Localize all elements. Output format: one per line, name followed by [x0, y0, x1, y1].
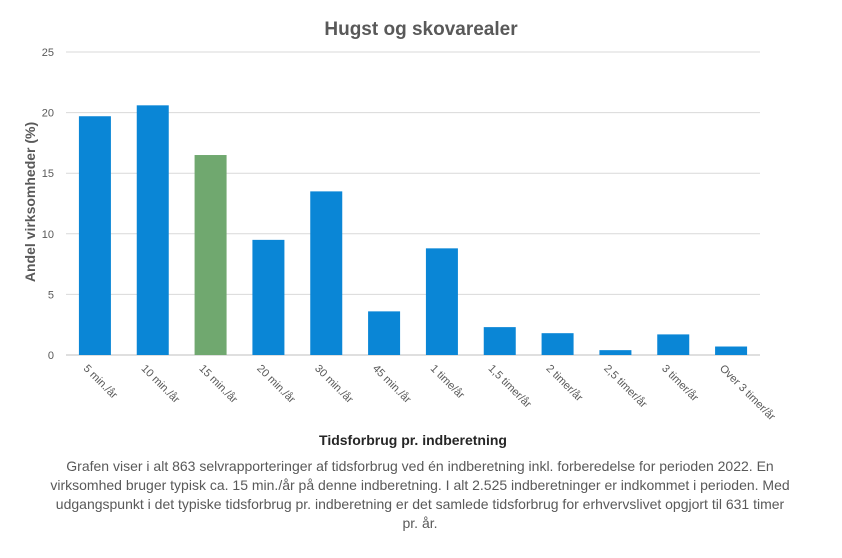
y-tick-label: 0	[48, 350, 54, 362]
y-tick-label: 20	[42, 108, 54, 120]
chart-caption: Grafen viser i alt 863 selvrapporteringe…	[50, 458, 790, 531]
x-tick-label: 1,5 timer/år	[486, 363, 534, 411]
bar	[136, 105, 169, 355]
x-axis-label: Tidsforbrug pr. indberetning	[319, 432, 507, 448]
bar	[194, 155, 227, 355]
x-axis-ticks: 5 min./år 10 min./år 15 min./år 20 min./år 3…	[81, 363, 778, 424]
x-tick-label: 5 min./år	[81, 363, 120, 402]
bar	[425, 248, 458, 355]
x-tick-label: 1 time/år	[428, 363, 467, 402]
bar	[483, 327, 516, 355]
y-tick-label: 5	[48, 289, 54, 301]
bar	[715, 346, 748, 355]
bar	[599, 350, 632, 355]
bars	[78, 105, 748, 356]
x-tick-label: 15 min./år	[196, 363, 239, 406]
bar	[657, 334, 690, 355]
bar	[541, 333, 574, 355]
y-axis-label: Andel virksomheder (%)	[22, 122, 38, 282]
x-tick-label: 45 min./år	[370, 363, 413, 406]
chart-title: Hugst og skovarealer	[324, 19, 518, 40]
bar	[368, 311, 401, 355]
x-tick-label: 20 min./år	[254, 363, 297, 406]
x-tick-label: Over 3 timer/år	[717, 363, 778, 424]
x-tick-label: 2,5 timer/år	[601, 363, 649, 411]
gridlines	[66, 51, 760, 356]
bar	[252, 239, 285, 355]
bar	[310, 191, 343, 355]
y-tick-label: 15	[42, 168, 54, 180]
y-tick-label: 10	[42, 229, 54, 241]
x-tick-label: 2 timer/år	[543, 363, 585, 405]
x-tick-label: 30 min./år	[312, 363, 355, 406]
bar-chart: Hugst og skovarealer 0 5 10 15 20 25 5 min./å…	[22, 19, 778, 448]
y-tick-label: 25	[42, 47, 54, 59]
bar	[78, 116, 111, 356]
y-axis-ticks: 0 5 10 15 20 25	[42, 47, 54, 362]
x-tick-label: 3 timer/år	[659, 363, 701, 405]
x-tick-label: 10 min./år	[139, 363, 182, 406]
